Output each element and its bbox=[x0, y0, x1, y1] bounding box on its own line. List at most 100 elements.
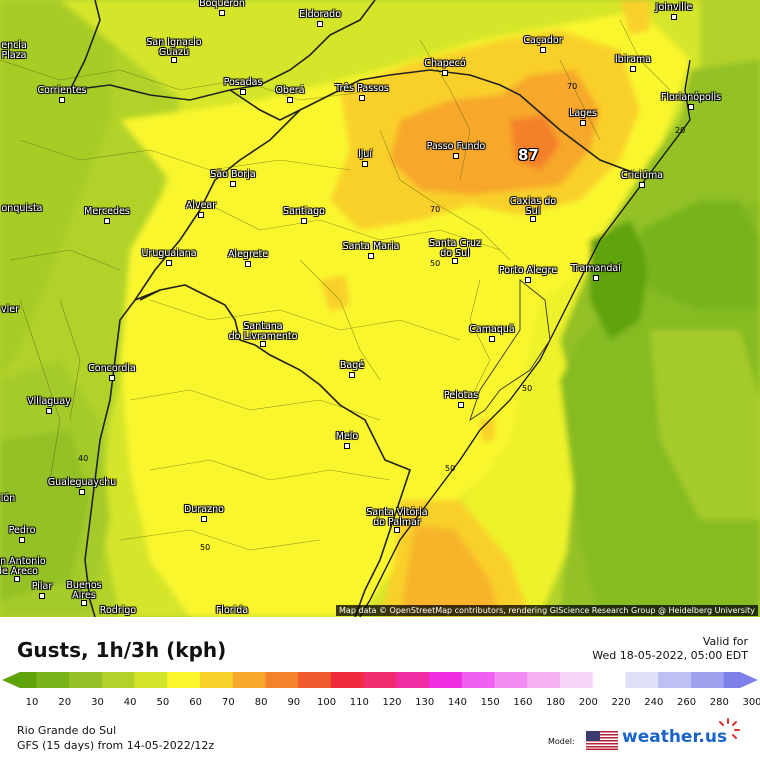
region-name: Rio Grande do Sul bbox=[17, 724, 117, 737]
legend-panel: Gusts, 1h/3h (kph) Valid for Wed 18-05-2… bbox=[0, 617, 760, 760]
scale-swatch bbox=[200, 672, 234, 688]
city-marker bbox=[394, 527, 400, 533]
scale-tick-label: 140 bbox=[447, 697, 467, 708]
chart-title: Gusts, 1h/3h (kph) bbox=[17, 638, 227, 662]
city-label: Pedro bbox=[8, 525, 36, 536]
city-marker bbox=[46, 408, 52, 414]
color-scale-bar bbox=[2, 672, 758, 688]
scale-swatch bbox=[134, 672, 168, 688]
edge-city-label: encia Plaza bbox=[1, 40, 27, 61]
scale-swatch bbox=[232, 672, 266, 688]
scale-swatch bbox=[723, 672, 741, 688]
scale-swatch bbox=[690, 672, 725, 688]
scale-tick-label: 10 bbox=[25, 697, 39, 708]
city-marker bbox=[14, 576, 20, 582]
city-label: Santa Vitória do Palmar bbox=[366, 507, 428, 528]
city-marker bbox=[344, 443, 350, 449]
city-marker bbox=[171, 57, 177, 63]
city-label: Santa Maria bbox=[342, 241, 400, 252]
contour-value-label: 40 bbox=[78, 454, 89, 463]
scale-tick-label: 20 bbox=[58, 697, 72, 708]
city-marker bbox=[458, 402, 464, 408]
sun-icon bbox=[719, 718, 740, 739]
city-marker bbox=[219, 10, 225, 16]
scale-swatch bbox=[20, 672, 37, 688]
city-marker bbox=[240, 89, 246, 95]
scale-tick-label: 100 bbox=[316, 697, 337, 708]
city-label: Caxias do Sul bbox=[509, 196, 557, 217]
scale-tick-label: 160 bbox=[513, 697, 533, 708]
city-marker bbox=[59, 97, 65, 103]
city-marker bbox=[19, 537, 25, 543]
forecast-map[interactable]: Joinville Boqueron Eldorado San Ignacio Gua… bbox=[0, 0, 760, 617]
scale-swatch bbox=[298, 672, 332, 688]
city-label: Buenos Aires bbox=[66, 580, 102, 601]
city-label: Florianópolis bbox=[660, 92, 722, 103]
scale-swatch bbox=[36, 672, 70, 688]
scale-tick-label: 280 bbox=[709, 697, 729, 708]
city-marker bbox=[104, 218, 110, 224]
city-marker bbox=[530, 216, 536, 222]
scale-swatch bbox=[167, 672, 201, 688]
city-label: Corrientes bbox=[37, 85, 87, 96]
city-label: Alegrete bbox=[227, 249, 269, 260]
city-label: Eldorado bbox=[298, 9, 342, 20]
model-run: GFS (15 days) from 14-05-2022/12z bbox=[17, 739, 215, 752]
valid-for-label: Valid for bbox=[702, 635, 748, 648]
city-marker bbox=[260, 341, 266, 347]
scale-tick-label: 30 bbox=[91, 697, 104, 708]
scale-tick-label: 90 bbox=[287, 697, 301, 708]
scale-tick-label: 70 bbox=[221, 697, 235, 708]
city-marker bbox=[362, 161, 368, 167]
city-label: Durazno bbox=[184, 504, 224, 515]
city-label: Passo Fundo bbox=[426, 141, 486, 152]
scale-swatch bbox=[560, 672, 594, 688]
model-label: Model: bbox=[548, 737, 575, 746]
scale-max-arrow bbox=[740, 672, 758, 688]
city-marker bbox=[301, 218, 307, 224]
city-label: Três Passos bbox=[335, 83, 389, 94]
city-label: Melo bbox=[335, 431, 359, 442]
city-label: Alvear bbox=[185, 200, 217, 211]
scale-swatch bbox=[101, 672, 136, 688]
city-label: Caçador bbox=[523, 35, 563, 46]
scale-swatch bbox=[363, 672, 397, 688]
city-label: Criciúma bbox=[620, 170, 664, 181]
city-marker bbox=[489, 336, 495, 342]
scale-swatch bbox=[429, 672, 463, 688]
valid-time: Wed 18-05-2022, 05:00 EDT bbox=[592, 649, 748, 662]
edge-city-label: ión bbox=[0, 493, 16, 504]
scale-tick-label: 150 bbox=[480, 697, 500, 708]
city-marker bbox=[79, 489, 85, 495]
city-marker bbox=[198, 212, 204, 218]
city-label: Tramandaí bbox=[571, 263, 621, 274]
brand-logo[interactable]: weather.us bbox=[622, 727, 728, 747]
scale-tick-label: 200 bbox=[578, 697, 598, 708]
city-label: San Ignacio Guazú bbox=[146, 37, 202, 58]
scale-tick-label: 240 bbox=[644, 697, 664, 708]
scale-swatch bbox=[396, 672, 430, 688]
city-marker bbox=[166, 260, 172, 266]
scale-tick-label: 260 bbox=[676, 697, 697, 708]
scale-tick-label: 120 bbox=[382, 697, 402, 708]
edge-city-label: onquista bbox=[1, 203, 43, 214]
scale-swatch bbox=[265, 672, 299, 688]
city-marker bbox=[368, 253, 374, 259]
city-marker bbox=[317, 21, 323, 27]
city-marker bbox=[349, 372, 355, 378]
city-marker bbox=[671, 14, 677, 20]
scale-swatch bbox=[330, 672, 365, 688]
city-label: Boqueron bbox=[199, 0, 245, 9]
city-marker bbox=[540, 47, 546, 53]
city-marker bbox=[245, 261, 251, 267]
scale-swatch bbox=[69, 672, 103, 688]
city-label: Villaguay bbox=[27, 396, 71, 407]
city-label: Lages bbox=[569, 108, 597, 119]
scale-tick-label: 50 bbox=[156, 697, 170, 708]
scale-tick-label: 80 bbox=[254, 697, 268, 708]
scale-swatch bbox=[658, 672, 692, 688]
city-marker bbox=[639, 182, 645, 188]
city-marker bbox=[201, 516, 207, 522]
city-label: Santa Cruz do Sul bbox=[429, 238, 481, 259]
contour-value-label: 70 bbox=[567, 82, 578, 91]
